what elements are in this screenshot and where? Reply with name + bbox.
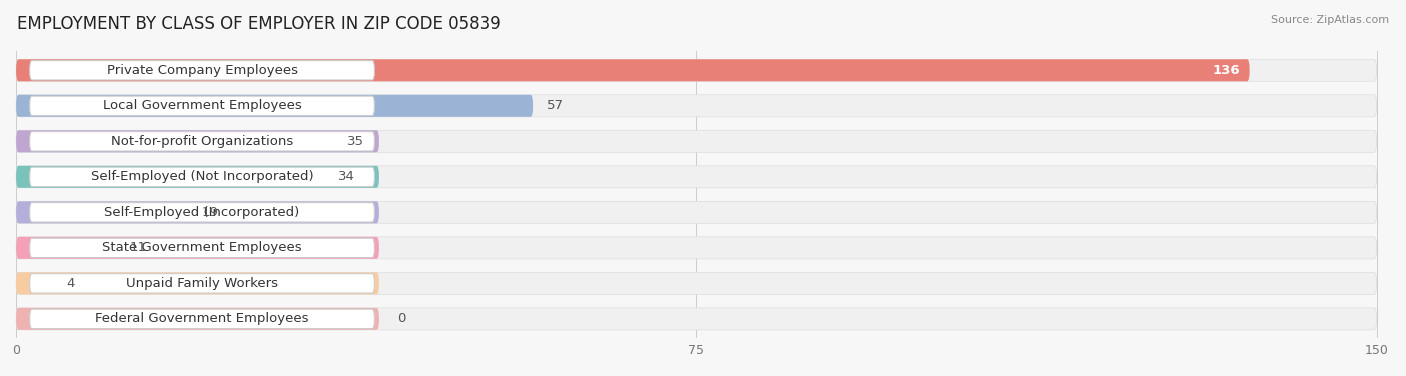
FancyBboxPatch shape — [15, 272, 1376, 294]
FancyBboxPatch shape — [15, 59, 1376, 81]
Text: EMPLOYMENT BY CLASS OF EMPLOYER IN ZIP CODE 05839: EMPLOYMENT BY CLASS OF EMPLOYER IN ZIP C… — [17, 15, 501, 33]
FancyBboxPatch shape — [15, 201, 1376, 223]
Text: Self-Employed (Not Incorporated): Self-Employed (Not Incorporated) — [91, 170, 314, 183]
Text: 4: 4 — [66, 277, 75, 290]
Text: Local Government Employees: Local Government Employees — [103, 99, 301, 112]
Text: 35: 35 — [347, 135, 364, 148]
FancyBboxPatch shape — [30, 61, 374, 80]
FancyBboxPatch shape — [15, 272, 378, 294]
FancyBboxPatch shape — [15, 166, 1376, 188]
Text: Federal Government Employees: Federal Government Employees — [96, 312, 309, 325]
FancyBboxPatch shape — [15, 130, 1376, 152]
FancyBboxPatch shape — [30, 132, 374, 151]
FancyBboxPatch shape — [30, 238, 374, 258]
Text: State Government Employees: State Government Employees — [103, 241, 302, 254]
FancyBboxPatch shape — [15, 166, 378, 188]
FancyBboxPatch shape — [15, 130, 378, 152]
FancyBboxPatch shape — [30, 274, 374, 293]
Text: 34: 34 — [337, 170, 354, 183]
Text: Unpaid Family Workers: Unpaid Family Workers — [127, 277, 278, 290]
Text: Source: ZipAtlas.com: Source: ZipAtlas.com — [1271, 15, 1389, 25]
FancyBboxPatch shape — [15, 308, 1376, 330]
Text: 11: 11 — [129, 241, 146, 254]
Text: 57: 57 — [547, 99, 564, 112]
Text: 19: 19 — [202, 206, 219, 219]
FancyBboxPatch shape — [15, 237, 1376, 259]
FancyBboxPatch shape — [30, 203, 374, 222]
Text: 0: 0 — [396, 312, 405, 325]
Text: Private Company Employees: Private Company Employees — [107, 64, 298, 77]
FancyBboxPatch shape — [30, 167, 374, 186]
FancyBboxPatch shape — [15, 95, 1376, 117]
FancyBboxPatch shape — [15, 95, 533, 117]
Text: Not-for-profit Organizations: Not-for-profit Organizations — [111, 135, 294, 148]
FancyBboxPatch shape — [15, 308, 378, 330]
FancyBboxPatch shape — [15, 237, 378, 259]
FancyBboxPatch shape — [15, 201, 378, 223]
Text: Self-Employed (Incorporated): Self-Employed (Incorporated) — [104, 206, 299, 219]
FancyBboxPatch shape — [30, 309, 374, 329]
FancyBboxPatch shape — [30, 96, 374, 115]
Text: 136: 136 — [1213, 64, 1240, 77]
FancyBboxPatch shape — [15, 59, 1250, 81]
